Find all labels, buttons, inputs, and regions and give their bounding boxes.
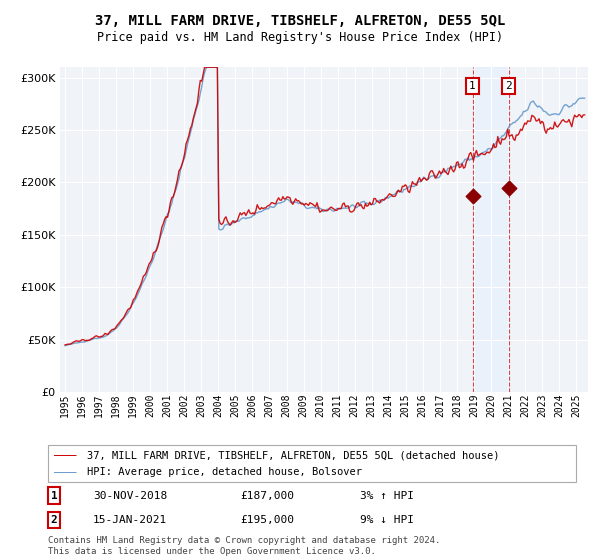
Text: 9% ↓ HPI: 9% ↓ HPI — [360, 515, 414, 525]
Text: 37, MILL FARM DRIVE, TIBSHELF, ALFRETON, DE55 5QL (detached house): 37, MILL FARM DRIVE, TIBSHELF, ALFRETON,… — [87, 450, 499, 460]
Bar — [473, 67, 509, 392]
Text: Contains HM Land Registry data © Crown copyright and database right 2024.
This d: Contains HM Land Registry data © Crown c… — [48, 536, 440, 556]
Text: 30-NOV-2018: 30-NOV-2018 — [93, 491, 167, 501]
Text: HPI: Average price, detached house, Bolsover: HPI: Average price, detached house, Bols… — [87, 467, 362, 477]
Text: £195,000: £195,000 — [240, 515, 294, 525]
Text: ———: ——— — [54, 449, 77, 462]
Text: 1: 1 — [50, 491, 58, 501]
Text: 3% ↑ HPI: 3% ↑ HPI — [360, 491, 414, 501]
Text: ———: ——— — [54, 465, 77, 479]
Text: £187,000: £187,000 — [240, 491, 294, 501]
Text: 2: 2 — [50, 515, 58, 525]
Text: 2: 2 — [505, 81, 512, 91]
Text: 15-JAN-2021: 15-JAN-2021 — [93, 515, 167, 525]
Point — [468, 192, 478, 200]
Text: 37, MILL FARM DRIVE, TIBSHELF, ALFRETON, DE55 5QL: 37, MILL FARM DRIVE, TIBSHELF, ALFRETON,… — [95, 14, 505, 28]
Text: Price paid vs. HM Land Registry's House Price Index (HPI): Price paid vs. HM Land Registry's House … — [97, 31, 503, 44]
Point — [504, 183, 514, 192]
Text: 1: 1 — [469, 81, 476, 91]
